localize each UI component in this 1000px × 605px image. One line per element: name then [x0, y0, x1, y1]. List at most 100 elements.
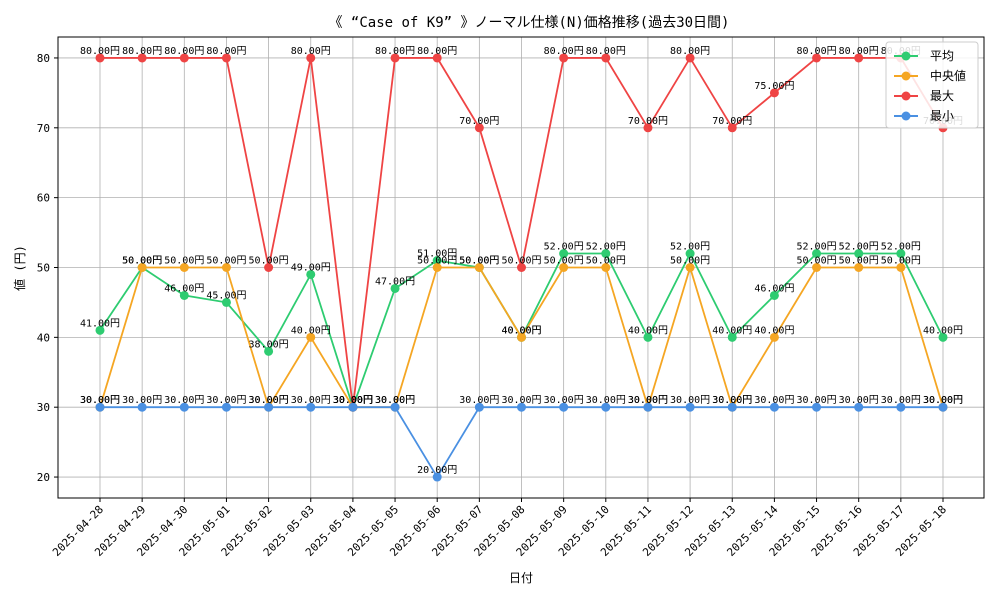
data-label-中央値: 30.00円 [249, 395, 289, 406]
data-point-最大 [221, 53, 231, 63]
data-point-平均 [179, 290, 189, 300]
y-axis-label: 値 (円) [12, 245, 27, 291]
data-point-平均 [896, 249, 906, 259]
data-point-平均 [601, 249, 611, 259]
data-label-中央値: 50.00円 [670, 256, 710, 267]
data-point-最小 [896, 402, 906, 412]
data-label-最大: 80.00円 [122, 46, 162, 57]
legend-marker [901, 71, 911, 81]
data-label-最大: 80.00円 [206, 46, 246, 57]
data-label-平均: 38.00円 [249, 339, 289, 350]
data-point-最小 [432, 472, 442, 482]
chart-title: 《 “Case of K9” 》ノーマル仕様(N)価格推移(過去30日間) [328, 15, 729, 31]
data-label-最小: 30.00円 [375, 395, 415, 406]
data-label-平均: 52.00円 [586, 242, 626, 253]
data-label-平均: 45.00円 [206, 290, 246, 301]
data-label-平均: 52.00円 [544, 242, 584, 253]
data-label-最小: 30.00円 [164, 395, 204, 406]
data-point-最小 [601, 402, 611, 412]
data-point-最大 [812, 53, 822, 63]
data-point-最小 [854, 402, 864, 412]
y-tick-label: 50 [37, 262, 50, 275]
data-label-最小: 30.00円 [333, 395, 373, 406]
legend-label: 最小 [930, 109, 954, 123]
data-label-平均: 46.00円 [754, 283, 794, 294]
data-point-最大 [559, 53, 569, 63]
legend-marker [901, 111, 911, 121]
data-point-中央値 [685, 263, 695, 272]
data-label-平均: 40.00円 [628, 325, 668, 336]
data-label-中央値: 30.00円 [712, 395, 752, 406]
data-label-平均: 50.00円 [459, 256, 499, 267]
legend-box [885, 41, 979, 129]
data-point-最大 [474, 123, 484, 133]
data-point-中央値 [812, 263, 822, 272]
data-label-最小: 30.00円 [628, 395, 668, 406]
data-point-平均 [221, 297, 231, 307]
data-label-最小: 30.00円 [249, 395, 289, 406]
data-label-最小: 30.00円 [122, 395, 162, 406]
y-tick-label: 80 [37, 52, 50, 65]
data-label-最大: 80.00円 [839, 46, 879, 57]
data-label-中央値: 50.00円 [881, 256, 921, 267]
data-label-平均: 41.00円 [80, 318, 120, 329]
data-label-最小: 30.00円 [586, 395, 626, 406]
y-tick-label: 70 [37, 122, 50, 135]
data-label-平均: 50.00円 [122, 256, 162, 267]
data-point-最小 [559, 402, 569, 412]
data-label-最小: 30.00円 [839, 395, 879, 406]
data-point-最小 [517, 402, 526, 412]
data-point-平均 [685, 249, 695, 259]
data-point-平均 [812, 249, 822, 259]
data-label-最小: 30.00円 [796, 395, 836, 406]
data-label-最大: 80.00円 [80, 46, 120, 57]
data-point-最大 [854, 53, 864, 63]
data-point-最大 [137, 53, 147, 63]
legend-label: 中央値 [930, 68, 966, 83]
data-point-中央値 [769, 332, 779, 342]
legend-label: 最大 [930, 89, 954, 103]
data-label-最大: 80.00円 [375, 46, 415, 57]
data-label-最小: 30.00円 [80, 395, 120, 406]
data-point-最大 [643, 123, 653, 133]
data-label-中央値: 50.00円 [122, 256, 162, 267]
data-label-中央値: 40.00円 [754, 325, 794, 336]
data-point-最小 [348, 402, 358, 412]
data-point-最大 [517, 263, 526, 272]
data-point-最小 [179, 402, 189, 412]
data-point-最大 [179, 53, 189, 63]
data-label-中央値: 50.00円 [417, 256, 457, 267]
data-label-中央値: 50.00円 [206, 256, 246, 267]
data-label-最大: 50.00円 [501, 256, 541, 267]
data-point-最小 [812, 402, 822, 412]
data-label-最小: 20.00円 [417, 465, 457, 476]
data-point-最大 [727, 123, 737, 133]
data-point-中央値 [306, 332, 316, 342]
data-label-中央値: 30.00円 [80, 395, 120, 406]
data-point-最大 [390, 53, 400, 63]
data-label-中央値: 50.00円 [164, 256, 204, 267]
data-point-最大 [95, 53, 105, 63]
data-label-中央値: 50.00円 [586, 256, 626, 267]
data-label-最大: 80.00円 [796, 46, 836, 57]
data-point-中央値 [601, 263, 611, 272]
data-label-最大: 80.00円 [291, 46, 331, 57]
data-point-最大 [685, 53, 695, 63]
data-label-中央値: 50.00円 [839, 256, 879, 267]
data-label-最小: 30.00円 [923, 395, 963, 406]
data-label-最大: 80.00円 [417, 46, 457, 57]
data-point-平均 [854, 249, 864, 259]
data-point-中央値 [854, 263, 864, 272]
data-point-最小 [643, 402, 653, 412]
data-point-平均 [938, 332, 948, 342]
data-point-平均 [769, 290, 779, 300]
x-axis: 2025-04-282025-04-292025-04-302025-05-01… [50, 498, 949, 559]
data-label-最大: 80.00円 [164, 46, 204, 57]
data-point-最小 [727, 402, 737, 412]
data-point-最小 [306, 402, 316, 412]
data-label-最大: 80.00円 [586, 46, 626, 57]
data-label-最小: 30.00円 [206, 395, 246, 406]
